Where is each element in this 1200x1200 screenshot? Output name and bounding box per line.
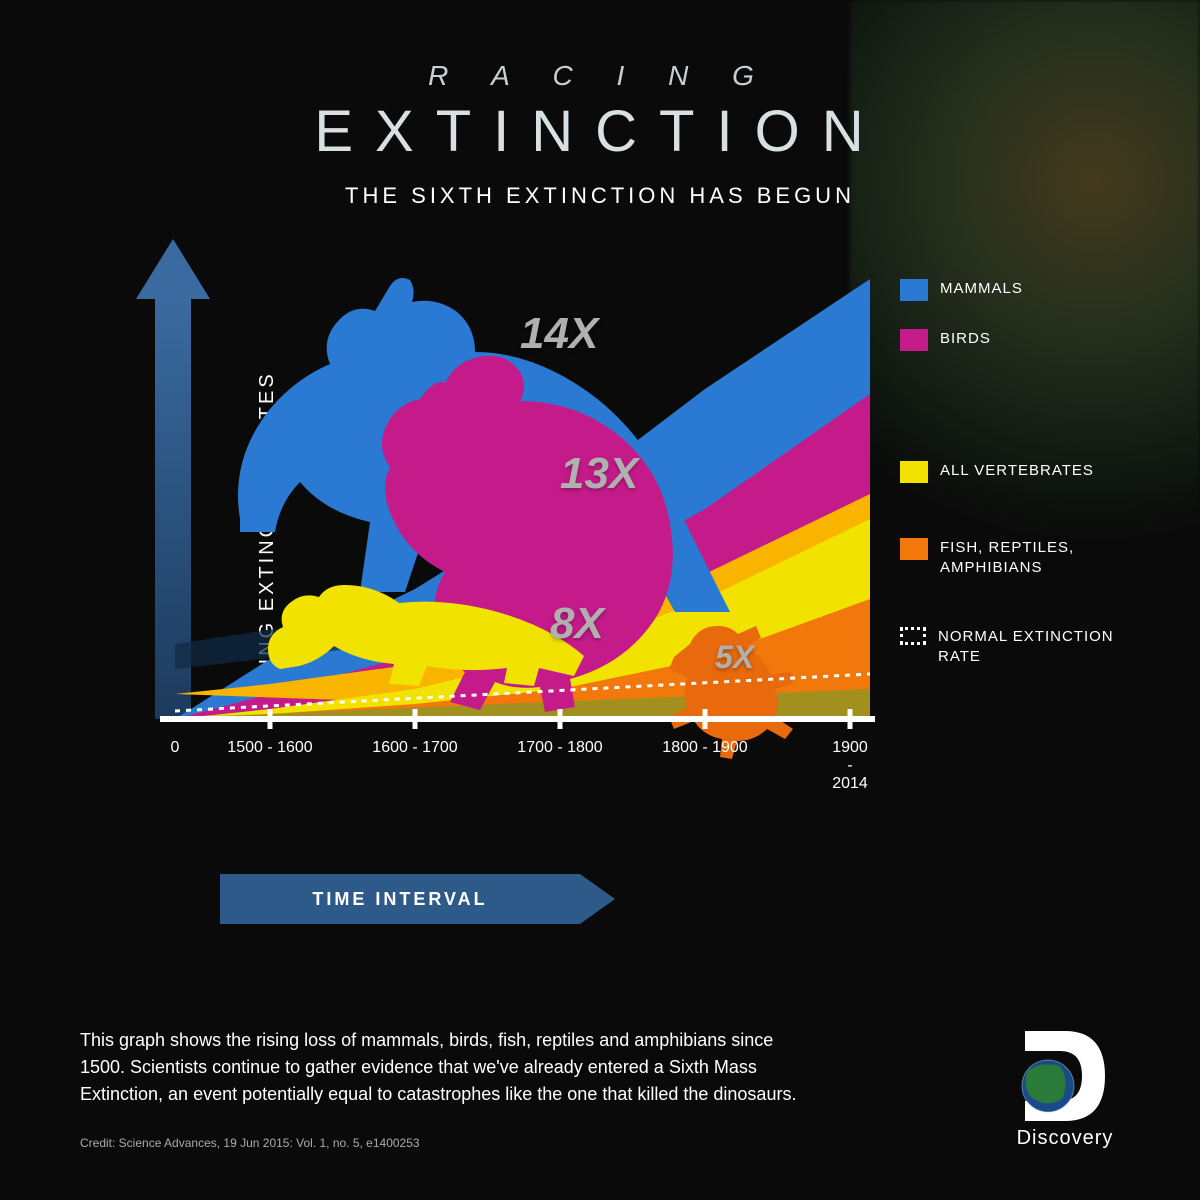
legend-swatch-icon — [900, 538, 928, 560]
footer-credit: Credit: Science Advances, 19 Jun 2015: V… — [80, 1136, 800, 1150]
title-pre: R A C I N G — [80, 60, 1120, 92]
footer-text-block: This graph shows the rising loss of mamm… — [80, 1027, 800, 1150]
chart-svg — [80, 239, 880, 759]
discovery-logo: Discovery — [1010, 1031, 1120, 1150]
multiplier-fish_reptiles: 5X — [715, 639, 754, 676]
legend-swatch-icon — [900, 329, 928, 351]
multiplier-mammals: 14X — [520, 309, 598, 359]
legend-label: NORMAL EXTINCTION RATE — [938, 627, 1120, 666]
legend-item-3: FISH, REPTILES, AMPHIBIANS — [900, 538, 1120, 577]
x-tick-label: 1700 - 1800 — [517, 739, 602, 757]
legend-item-2: ALL VERTEBRATES — [900, 461, 1120, 483]
x-axis-label: TIME INTERVAL — [312, 889, 487, 910]
legend-swatch-icon — [900, 279, 928, 301]
title-block: R A C I N G EXTINCTION THE SIXTH EXTINCT… — [80, 60, 1120, 209]
legend-item-4: NORMAL EXTINCTION RATE — [900, 627, 1120, 666]
x-tick-label: 1800 - 1900 — [662, 739, 747, 757]
x-tick-label: 0 — [171, 739, 180, 757]
x-tick-label: 1500 - 1600 — [227, 739, 312, 757]
legend-label: ALL VERTEBRATES — [940, 461, 1094, 481]
subtitle: THE SIXTH EXTINCTION HAS BEGUN — [80, 183, 1120, 209]
legend-item-0: MAMMALS — [900, 279, 1120, 301]
multiplier-vertebrates: 8X — [550, 599, 604, 649]
multiplier-birds: 13X — [560, 449, 638, 499]
legend-swatch-icon — [900, 461, 928, 483]
x-axis-label-arrow: TIME INTERVAL — [220, 874, 580, 924]
chart-area: RISING EXTINCTION RATES — [80, 239, 880, 839]
legend-label: FISH, REPTILES, AMPHIBIANS — [940, 538, 1120, 577]
legend-label: BIRDS — [940, 329, 991, 349]
chart-wrap: RISING EXTINCTION RATES — [80, 239, 1120, 839]
legend: MAMMALS BIRDS ALL VERTEBRATES FISH, REPTILE… — [900, 279, 1120, 726]
y-axis-arrow-head — [136, 239, 210, 299]
page: R A C I N G EXTINCTION THE SIXTH EXTINCT… — [0, 0, 1200, 1200]
legend-label: MAMMALS — [940, 279, 1023, 299]
x-tick-label: 1600 - 1700 — [372, 739, 457, 757]
legend-item-1: BIRDS — [900, 329, 1120, 351]
x-tick-label: 1900 - 2014 — [832, 739, 868, 793]
discovery-logo-icon — [1010, 1031, 1120, 1121]
discovery-logo-label: Discovery — [1010, 1127, 1120, 1150]
footer: This graph shows the rising loss of mamm… — [80, 1027, 1120, 1150]
title-main: EXTINCTION — [80, 98, 1120, 165]
footer-text: This graph shows the rising loss of mamm… — [80, 1027, 800, 1108]
legend-swatch-icon — [900, 627, 926, 645]
